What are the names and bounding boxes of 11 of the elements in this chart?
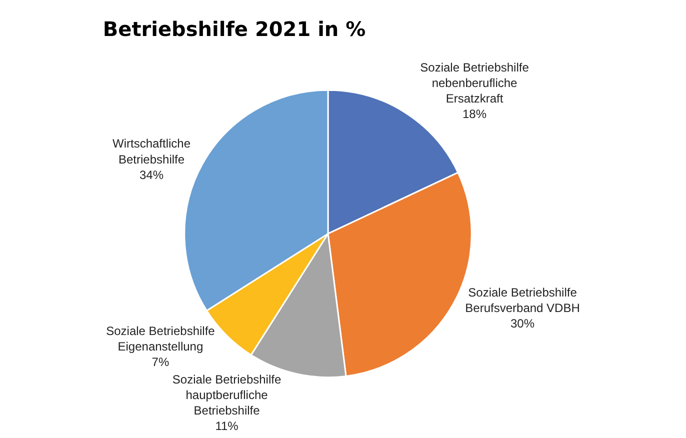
data-label: 7% [152,355,170,370]
chart-title: Betriebshilfe 2021 in % [102,16,366,41]
slice-label: Soziale Betriebshilfe nebenberufliche Ersatzkraft [420,60,530,106]
data-label: 30% [510,316,535,331]
slice-label: Soziale Betriebshilfe Berufsverband VDBH [465,286,580,316]
data-label: 34% [140,168,164,182]
data-label: 11% [215,419,239,434]
slice-label: Soziale Betriebshilfe hauptberufliche Betriebshilfe [172,372,282,418]
slice-label: Soziale Betriebshilfe Eigenanstellung [106,324,216,354]
data-label: 18% [462,107,487,122]
slice-label: Wirtschaftliche Betriebshilfe [112,136,191,166]
